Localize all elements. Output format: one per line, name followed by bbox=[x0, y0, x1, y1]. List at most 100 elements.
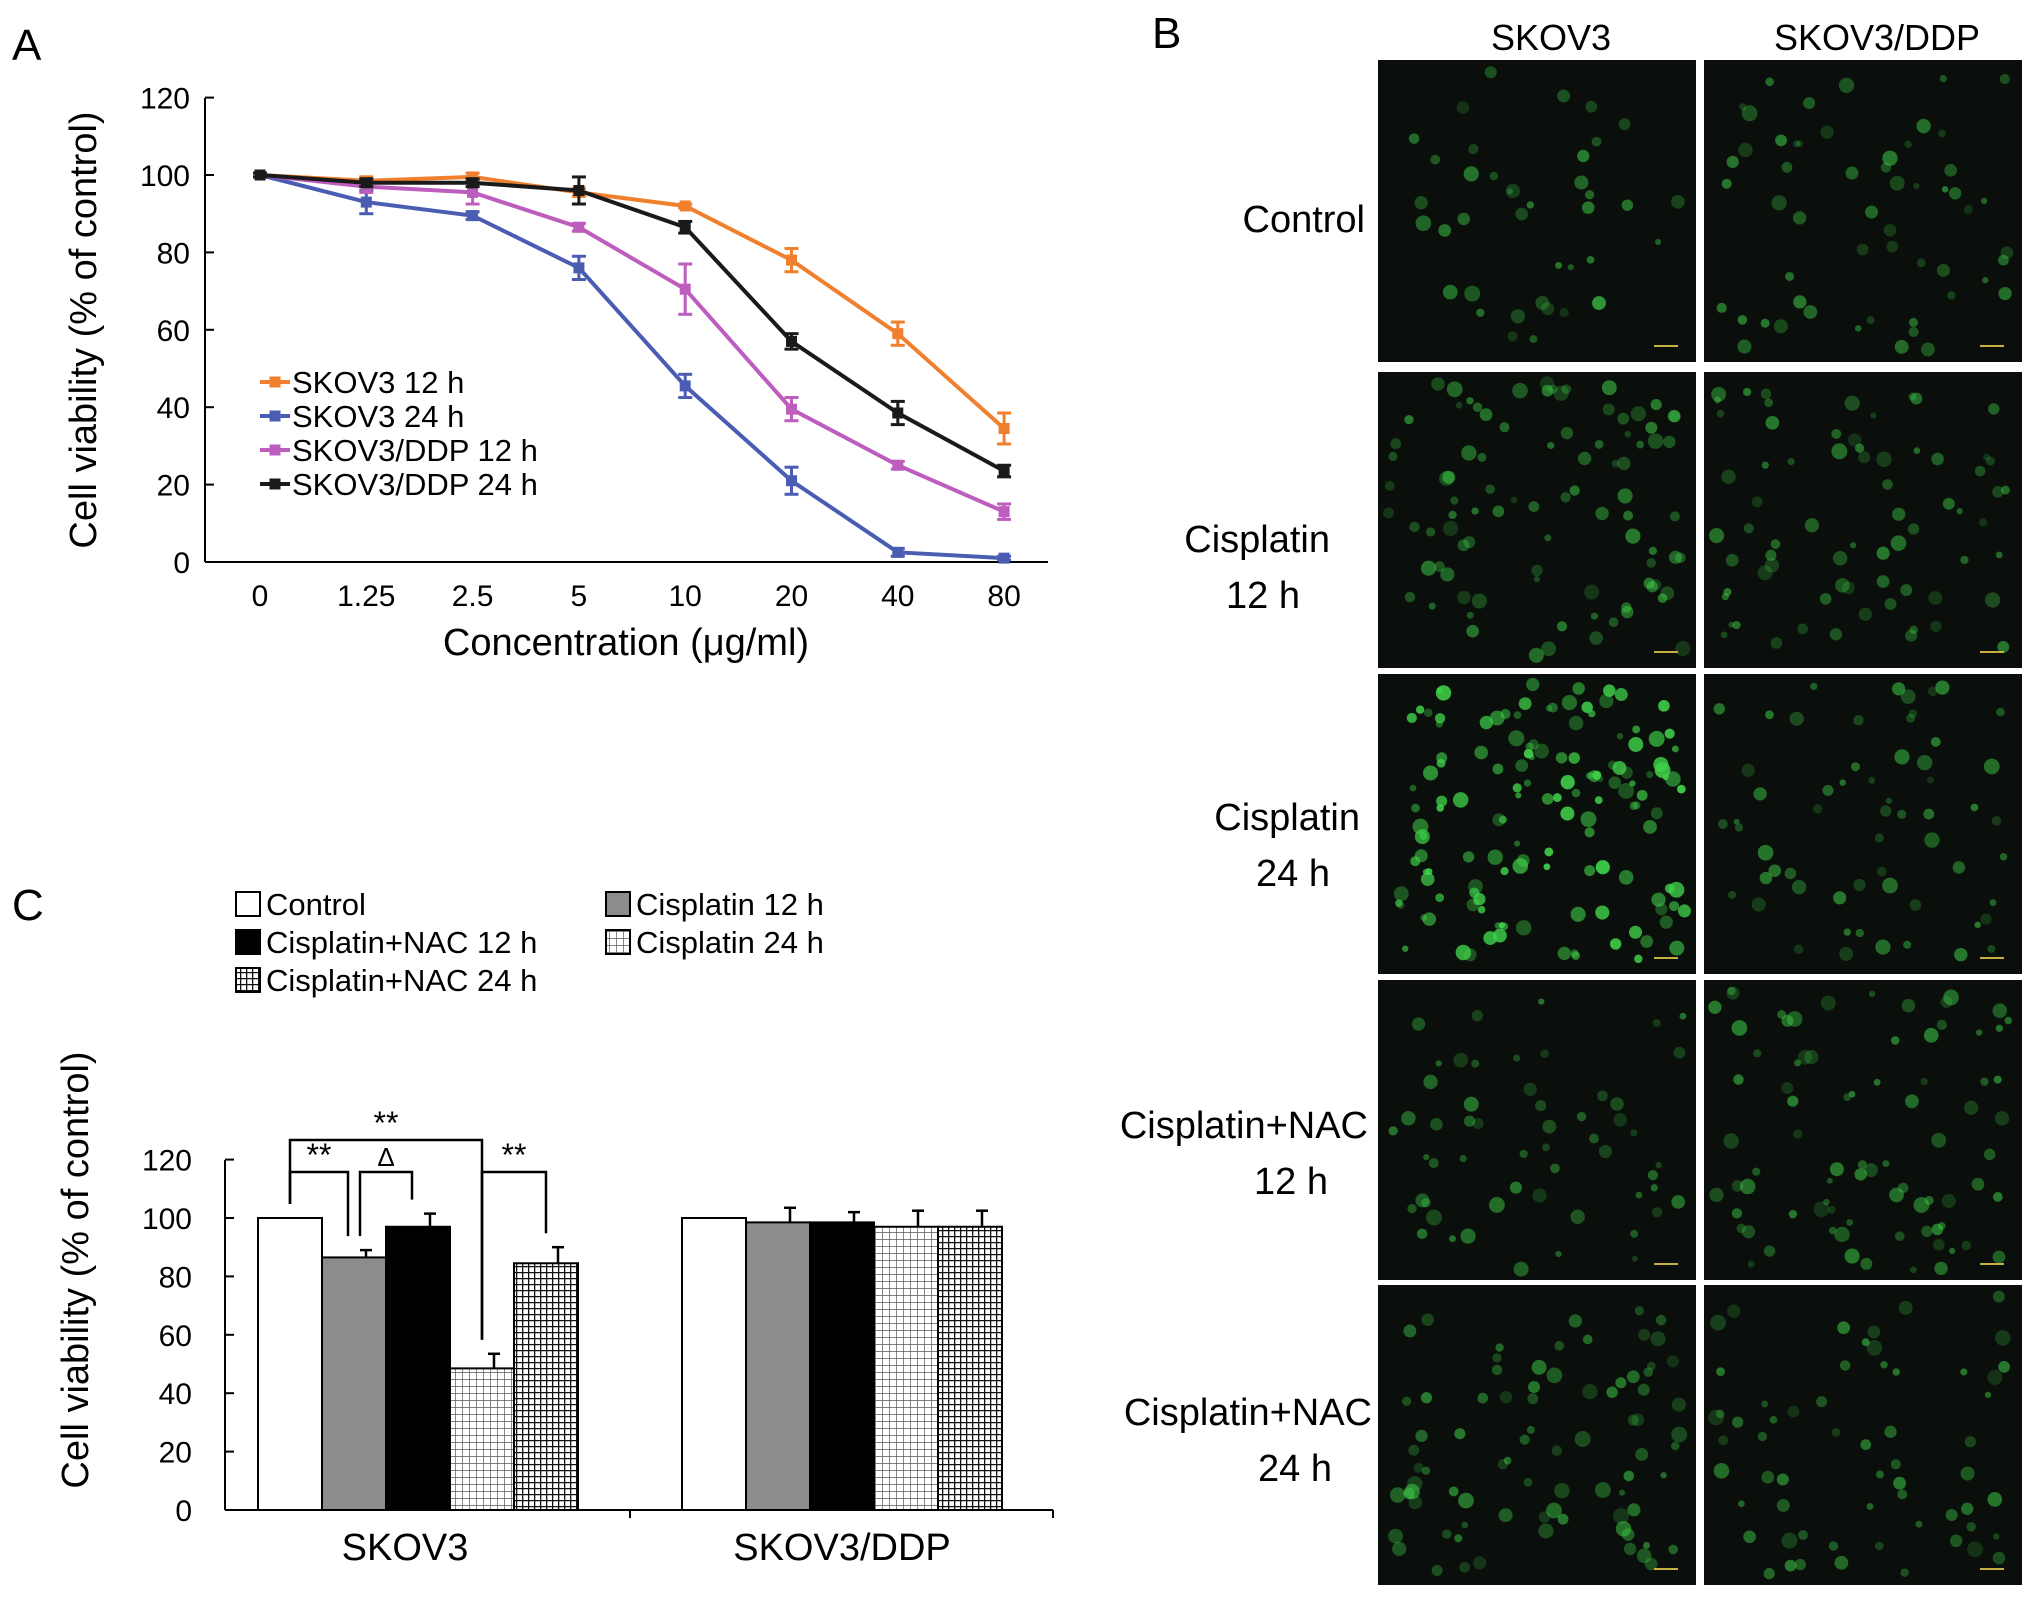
panel-a-data-point bbox=[573, 221, 585, 233]
panel-b-row-label: Cisplatin bbox=[1214, 797, 1360, 839]
panel-c-legend-item: Cisplatin+NAC 24 h bbox=[235, 963, 537, 998]
panel-c-legend-item: Cisplatin+NAC 12 h bbox=[235, 925, 537, 960]
panel-a-data-point bbox=[679, 283, 691, 295]
panel-a-data-point bbox=[892, 546, 904, 558]
panel-c-significance-label: ** bbox=[502, 1137, 527, 1173]
micrograph-1-2 bbox=[1704, 60, 2022, 362]
panel-a-data-point bbox=[998, 552, 1010, 564]
panel-a-data-point bbox=[467, 186, 479, 198]
panel-a-x-tick-label: 80 bbox=[987, 580, 1020, 613]
panel-a-x-tick-label: 2.5 bbox=[452, 580, 494, 613]
micrograph-2-1 bbox=[1378, 372, 1696, 668]
panel-c-y-tick-label: 20 bbox=[159, 1437, 192, 1470]
micrograph-5-2 bbox=[1704, 1285, 2022, 1585]
panel-a-data-point bbox=[892, 459, 904, 471]
panel-c-y-tick-label: 60 bbox=[159, 1320, 192, 1353]
panel-a-y-tick-label: 60 bbox=[157, 315, 190, 348]
panel-c-error-bar bbox=[784, 1206, 796, 1223]
panel-a-legend-marker bbox=[269, 478, 281, 490]
panel-c-y-tick-label: 80 bbox=[159, 1261, 192, 1294]
panel-b-row-label-sub: 24 h bbox=[1258, 1448, 1332, 1490]
panel-a-y-tick-label: 40 bbox=[157, 392, 190, 425]
panel-c-y-tick-label: 120 bbox=[142, 1145, 192, 1178]
panel-c-bar bbox=[681, 1217, 747, 1511]
panel-c-significance-bracket: Δ bbox=[358, 1142, 414, 1237]
panel-c-legend-item: Control bbox=[235, 887, 366, 922]
panel-a-data-point bbox=[467, 177, 479, 189]
panel-a-data-point bbox=[573, 262, 585, 274]
panel-c-error-bar bbox=[488, 1352, 500, 1369]
panel-c-bar bbox=[449, 1367, 515, 1511]
panel-a-data-point bbox=[892, 407, 904, 419]
panel-letter-a: A bbox=[12, 21, 42, 70]
panel-b-row-label: Cisplatin+NAC bbox=[1120, 1105, 1368, 1147]
panel-a-legend-label: SKOV3/DDP 24 h bbox=[292, 467, 538, 502]
panel-a-y-tick-label: 0 bbox=[173, 547, 190, 580]
panel-a-data-point bbox=[679, 380, 691, 392]
panel-c-legend-swatch bbox=[605, 891, 631, 917]
panel-a-data-point bbox=[254, 169, 266, 181]
panel-a-legend-item: SKOV3/DDP 12 h bbox=[260, 433, 538, 468]
panel-a-y-tick-label: 120 bbox=[140, 83, 190, 116]
panel-c-legend-swatch bbox=[235, 891, 261, 917]
micrograph-4-2 bbox=[1704, 980, 2022, 1280]
panel-a-data-point bbox=[786, 475, 797, 487]
panel-c-significance-label: Δ bbox=[377, 1142, 394, 1172]
panel-a-series-line bbox=[259, 173, 1005, 561]
panel-b-row-label-sub: 24 h bbox=[1256, 853, 1330, 895]
panel-c-bar bbox=[745, 1221, 811, 1511]
panel-c-legend-swatch bbox=[235, 967, 261, 993]
panel-a-data-point bbox=[679, 221, 691, 233]
micrograph-3-1 bbox=[1378, 674, 1696, 974]
panel-a-series-line bbox=[259, 173, 1006, 473]
panel-b-col-skov3: SKOV3 bbox=[1491, 17, 1611, 58]
panel-c-legend-label: Cisplatin+NAC 24 h bbox=[266, 963, 537, 998]
panel-a-data-point bbox=[786, 254, 797, 266]
panel-a-data-point bbox=[573, 184, 585, 196]
panel-a-legend-item: SKOV3 12 h bbox=[260, 365, 464, 400]
panel-a-legend-item: SKOV3 24 h bbox=[260, 399, 464, 434]
panel-c-y-tick-label: 0 bbox=[175, 1495, 192, 1528]
panel-c-bar bbox=[513, 1262, 579, 1512]
panel-b-col-skov3ddp: SKOV3/DDP bbox=[1774, 17, 1980, 58]
panel-c-legend-swatch bbox=[235, 929, 261, 955]
panel-a-data-point bbox=[892, 328, 904, 340]
panel-a-x-tick-label: 0 bbox=[252, 580, 269, 613]
panel-c-bar bbox=[321, 1256, 387, 1512]
micrograph-1-1 bbox=[1378, 60, 1696, 362]
panel-a-x-tick-label: 5 bbox=[571, 580, 588, 613]
panel-c-y-label: Cell viability (% of control) bbox=[55, 1051, 97, 1488]
panel-c-error-bar bbox=[424, 1212, 436, 1227]
panel-c-error-bar bbox=[552, 1245, 564, 1264]
panel-b-row-label: Cisplatin bbox=[1184, 519, 1330, 561]
panel-c-error-bar bbox=[976, 1209, 988, 1227]
panel-a-legend-label: SKOV3 24 h bbox=[292, 399, 464, 434]
panel-a-data-point bbox=[998, 465, 1010, 477]
panel-c-legend-swatch bbox=[605, 929, 631, 955]
panel-a-x-label: Concentration (μg/ml) bbox=[443, 622, 809, 664]
panel-c-error-bar bbox=[360, 1248, 372, 1258]
panel-c-bar bbox=[257, 1217, 323, 1511]
panel-c-category-skov3ddp: SKOV3/DDP bbox=[733, 1527, 951, 1569]
panel-c-error-bar bbox=[912, 1209, 924, 1227]
panel-c-legend-label: Cisplatin+NAC 12 h bbox=[266, 925, 537, 960]
panel-c-bar bbox=[385, 1225, 451, 1511]
panel-a-legend-label: SKOV3/DDP 12 h bbox=[292, 433, 538, 468]
panel-b-row-label-sub: 12 h bbox=[1254, 1161, 1328, 1203]
panel-c-y-tick-label: 40 bbox=[159, 1378, 192, 1411]
panel-a-data-point bbox=[679, 200, 691, 212]
panel-a-line-chart: 0 20 40 60 80 100 120 0 1.25 2.5 5 10 20 40 80 SKOV3 … bbox=[63, 83, 1048, 664]
panel-c-legend-label: Cisplatin 24 h bbox=[636, 925, 824, 960]
panel-a-y-tick-label: 80 bbox=[157, 237, 190, 270]
panel-c-category-skov3: SKOV3 bbox=[342, 1527, 469, 1569]
panel-b-row-label-sub: 12 h bbox=[1226, 575, 1300, 617]
panel-a-data-point bbox=[786, 335, 797, 347]
panel-letter-c: C bbox=[12, 881, 44, 930]
panel-c-legend-item: Cisplatin 12 h bbox=[605, 887, 824, 922]
panel-a-data-point bbox=[360, 177, 372, 189]
panel-c-significance-bracket: ** bbox=[480, 1137, 548, 1340]
panel-b-row-label: Cisplatin+NAC bbox=[1124, 1392, 1372, 1434]
